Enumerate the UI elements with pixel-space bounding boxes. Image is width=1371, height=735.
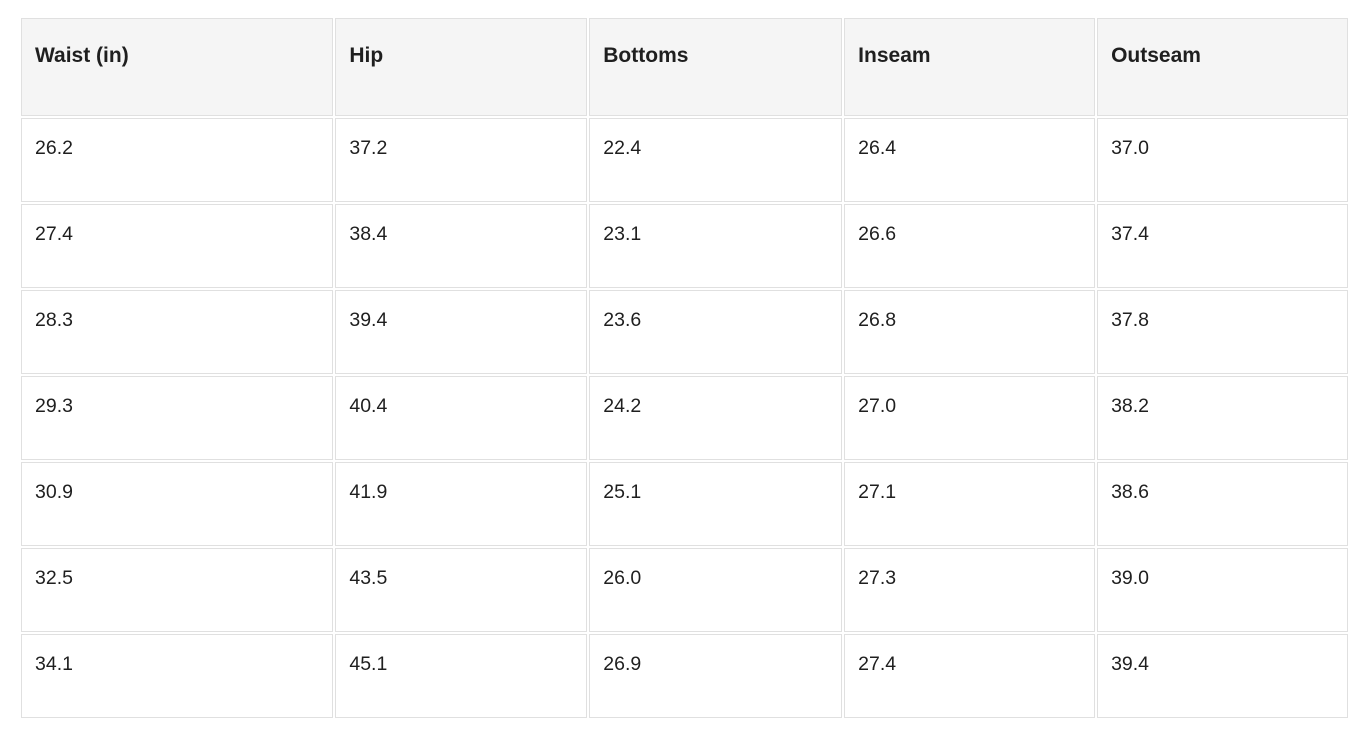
table-cell: 26.4 [844,118,1096,202]
table-row: 32.5 43.5 26.0 27.3 39.0 [21,548,1348,632]
column-header: Inseam [844,18,1096,116]
table-cell: 32.5 [21,548,334,632]
table-cell: 38.4 [335,204,588,288]
table-cell: 45.1 [335,634,588,718]
column-header: Waist (in) [21,18,334,116]
table-cell: 37.8 [1097,290,1348,374]
table-cell: 37.4 [1097,204,1348,288]
column-header: Bottoms [589,18,843,116]
table-cell: 28.3 [21,290,334,374]
table-cell: 39.4 [1097,634,1348,718]
table-cell: 27.3 [844,548,1096,632]
table-cell: 39.0 [1097,548,1348,632]
table-cell: 38.2 [1097,376,1348,460]
table-row: 28.3 39.4 23.6 26.8 37.8 [21,290,1348,374]
table-cell: 26.0 [589,548,843,632]
table-row: 27.4 38.4 23.1 26.6 37.4 [21,204,1348,288]
table-cell: 38.6 [1097,462,1348,546]
table-cell: 23.1 [589,204,843,288]
table-row: 30.9 41.9 25.1 27.1 38.6 [21,462,1348,546]
table-cell: 27.4 [844,634,1096,718]
table-cell: 39.4 [335,290,588,374]
table-cell: 41.9 [335,462,588,546]
table-cell: 37.2 [335,118,588,202]
table-cell: 26.6 [844,204,1096,288]
table-cell: 37.0 [1097,118,1348,202]
table-cell: 26.8 [844,290,1096,374]
table-head: Waist (in) Hip Bottoms Inseam Outseam [21,18,1348,116]
column-header: Hip [335,18,588,116]
table-row: 26.2 37.2 22.4 26.4 37.0 [21,118,1348,202]
table-cell: 40.4 [335,376,588,460]
table-cell: 29.3 [21,376,334,460]
table-cell: 23.6 [589,290,843,374]
table-cell: 26.2 [21,118,334,202]
table-cell: 34.1 [21,634,334,718]
table-cell: 25.1 [589,462,843,546]
size-chart-table: Waist (in) Hip Bottoms Inseam Outseam 26.2 37… [19,16,1350,720]
table-cell: 26.9 [589,634,843,718]
table-cell: 27.0 [844,376,1096,460]
table-cell: 27.1 [844,462,1096,546]
table-cell: 24.2 [589,376,843,460]
table-cell: 30.9 [21,462,334,546]
table-row: 34.1 45.1 26.9 27.4 39.4 [21,634,1348,718]
table-row: 29.3 40.4 24.2 27.0 38.2 [21,376,1348,460]
table-cell: 43.5 [335,548,588,632]
column-header: Outseam [1097,18,1348,116]
table-header-row: Waist (in) Hip Bottoms Inseam Outseam [21,18,1348,116]
table-cell: 22.4 [589,118,843,202]
table-body: 26.2 37.2 22.4 26.4 37.0 27.4 38.4 23.1 26.6 37.4… [21,118,1348,718]
table-cell: 27.4 [21,204,334,288]
